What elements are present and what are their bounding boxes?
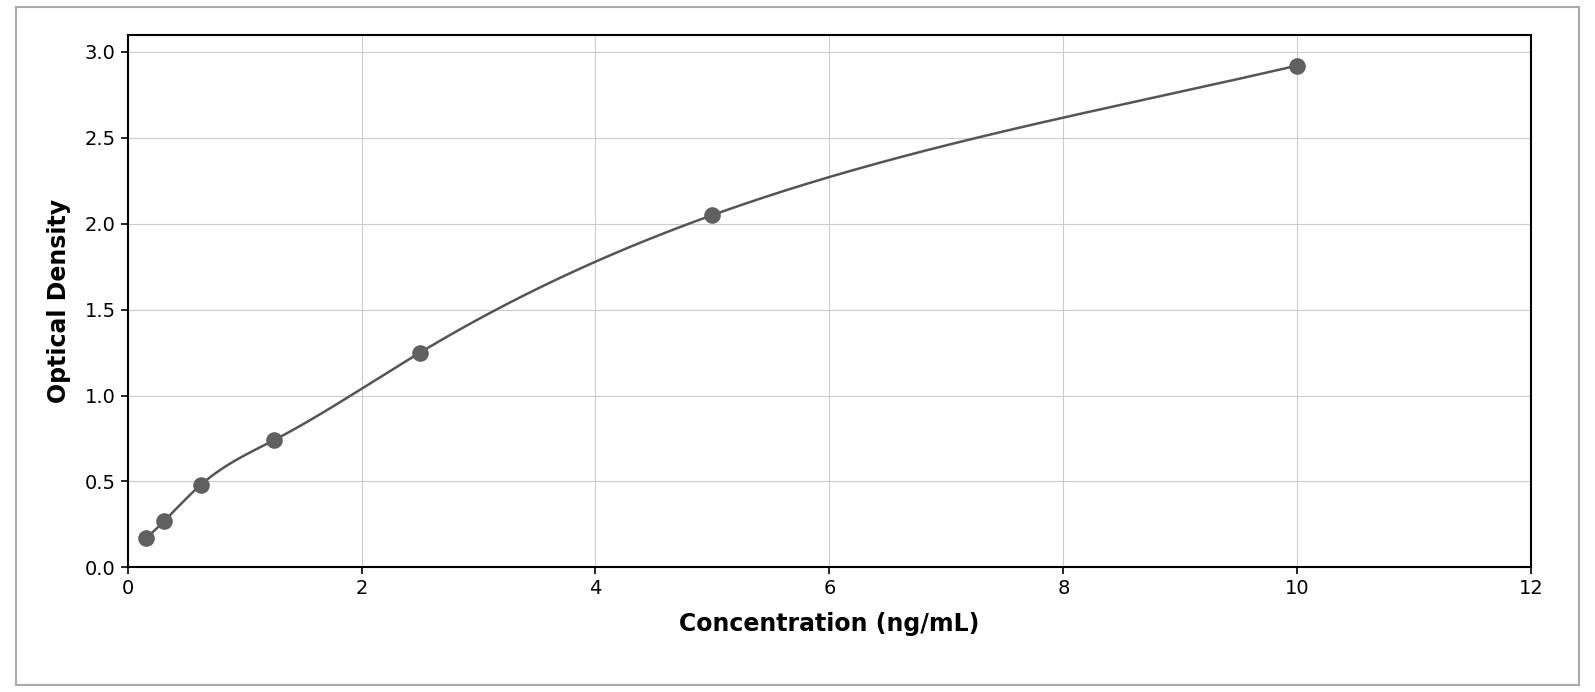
Point xyxy=(407,347,432,358)
Point xyxy=(700,210,726,221)
Point xyxy=(262,435,287,446)
Point xyxy=(132,533,158,544)
Y-axis label: Optical Density: Optical Density xyxy=(46,199,70,403)
Point xyxy=(1284,60,1309,71)
Point xyxy=(188,480,214,491)
Point xyxy=(152,516,177,527)
X-axis label: Concentration (ng/mL): Concentration (ng/mL) xyxy=(679,612,979,636)
